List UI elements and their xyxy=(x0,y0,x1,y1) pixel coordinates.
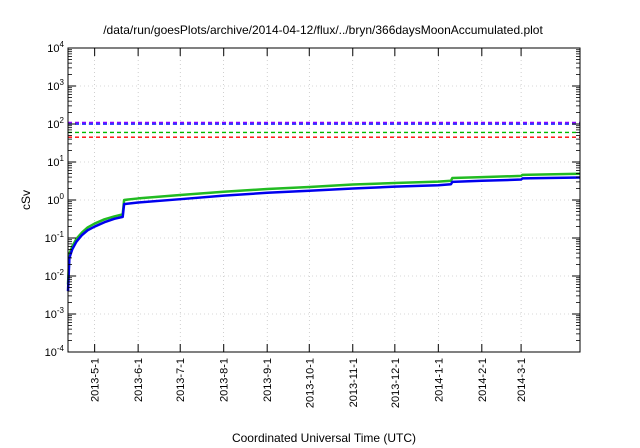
x-tick-label: 2014-1-1 xyxy=(433,358,445,402)
x-tick-label: 2013-10-1 xyxy=(304,358,316,408)
x-tick-label: 2013-7-1 xyxy=(175,358,187,402)
series-layer xyxy=(66,172,581,292)
x-tick-label: 2013-8-1 xyxy=(219,358,231,402)
y-tick-exponent: -2 xyxy=(57,268,65,277)
x-axis-label: Coordinated Universal Time (UTC) xyxy=(232,431,416,445)
y-tick-exponent: 2 xyxy=(60,116,65,125)
series-line xyxy=(66,172,581,285)
x-tick-label: 2014-3-1 xyxy=(516,358,528,402)
y-tick-exponent: 0 xyxy=(60,192,65,201)
y-tick-label: 10-1 xyxy=(45,230,65,245)
y-tick-label: 103 xyxy=(47,78,64,93)
y-tick-label: 10-4 xyxy=(45,344,65,359)
x-tick-label: 2013-6-1 xyxy=(133,358,145,402)
x-tick-label: 2014-2-1 xyxy=(477,358,489,402)
y-tick-label: 10-3 xyxy=(45,306,65,321)
x-axis-ticks: 2013-5-1 2013-6-1 2013-7-1 2013-8-1 2013-9-1… xyxy=(90,48,528,408)
y-tick-label: 102 xyxy=(47,116,64,131)
y-tick-exponent: -4 xyxy=(57,344,65,353)
y-tick-label: 104 xyxy=(47,40,64,55)
reference-lines xyxy=(68,121,580,138)
x-tick-label: 2013-12-1 xyxy=(390,358,402,408)
y-tick-exponent: 1 xyxy=(60,154,65,163)
series-line xyxy=(66,176,581,292)
y-tick-label: 100 xyxy=(47,192,64,207)
chart-title: /data/run/goesPlots/archive/2014-04-12/f… xyxy=(103,23,543,37)
y-axis-label: cSv xyxy=(19,190,33,210)
y-tick-exponent: 3 xyxy=(60,78,65,87)
y-tick-label: 10-2 xyxy=(45,268,65,283)
x-tick-label: 2013-5-1 xyxy=(90,358,102,402)
x-tick-label: 2013-11-1 xyxy=(348,358,360,407)
y-tick-exponent: -1 xyxy=(57,230,65,239)
x-tick-label: 2013-9-1 xyxy=(262,358,274,402)
y-tick-exponent: 4 xyxy=(60,40,65,49)
grid xyxy=(68,48,580,352)
y-tick-label: 101 xyxy=(47,154,64,169)
y-tick-exponent: -3 xyxy=(57,306,65,315)
